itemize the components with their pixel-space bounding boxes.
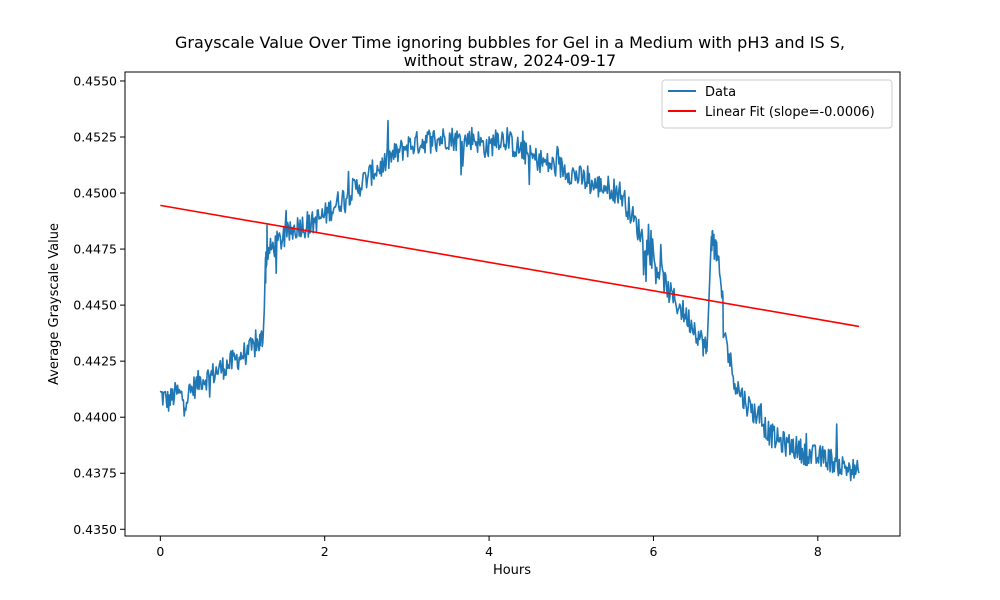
- y-tick-label: 0.4500: [73, 186, 117, 201]
- y-tick-label: 0.4425: [73, 354, 117, 369]
- y-tick-label: 0.4525: [73, 130, 117, 145]
- chart-title-line-2: without straw, 2024-09-17: [404, 51, 616, 70]
- plot-frame: [124, 71, 901, 537]
- x-tick-label: 6: [649, 544, 657, 559]
- x-tick-label: 4: [485, 544, 493, 559]
- y-tick-label: 0.4375: [73, 466, 117, 481]
- plot-area: [159, 119, 860, 482]
- legend-box: [661, 79, 893, 129]
- x-tick-label: 2: [321, 544, 329, 559]
- x-axis-label: Hours: [493, 563, 531, 578]
- legend-label-linear-fit: Linear Fit (slope=-0.0006): [705, 105, 875, 120]
- x-tick-label: 0: [156, 544, 164, 559]
- y-tick-label: 0.4350: [73, 522, 117, 537]
- chart-title-line-1: Grayscale Value Over Time ignoring bubbl…: [175, 33, 845, 52]
- legend: Data Linear Fit (slope=-0.0006): [661, 79, 893, 129]
- y-axis-label: Average Grayscale Value: [47, 223, 62, 385]
- y-tick-label: 0.4475: [73, 242, 117, 257]
- series-line-linear-fit: [160, 204, 860, 328]
- series-line-data: [159, 119, 860, 482]
- y-axis: 0.4350 0.4375 0.4400 0.4425 0.4450 0.4475 0.45…: [73, 73, 125, 537]
- y-tick-label: 0.4550: [73, 73, 117, 88]
- y-tick-label: 0.4400: [73, 410, 117, 425]
- x-tick-label: 8: [814, 544, 822, 559]
- x-axis: 0 2 4 6 8: [156, 536, 822, 559]
- y-tick-label: 0.4450: [73, 298, 117, 313]
- legend-label-data: Data: [705, 85, 736, 100]
